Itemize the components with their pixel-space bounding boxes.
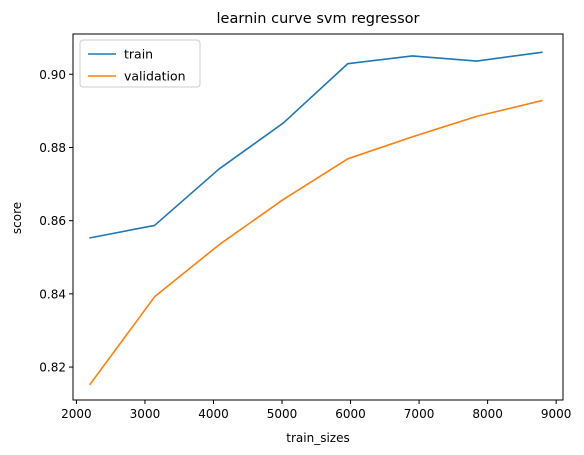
series-line-train [89, 51, 543, 239]
x-tick-label: 5000 [267, 407, 298, 421]
chart-title: learnin curve svm regressor [217, 11, 420, 27]
y-tick-label: 0.88 [39, 141, 66, 155]
x-tick-label: 8000 [472, 407, 503, 421]
legend-label-train: train [124, 47, 153, 62]
y-axis-label: score [10, 202, 24, 234]
x-tick-label: 3000 [130, 407, 161, 421]
x-tick-label: 7000 [404, 407, 435, 421]
y-tick-label: 0.82 [39, 361, 66, 375]
series-line-validation [89, 99, 543, 386]
x-tick-label: 4000 [198, 407, 229, 421]
y-tick-label: 0.86 [39, 214, 66, 228]
x-axis-label: train_sizes [286, 431, 349, 445]
x-tick-label: 6000 [335, 407, 366, 421]
y-tick-label: 0.90 [39, 68, 66, 82]
plot-area: 2000 3000 4000 5000 6000 7000 8000 9000 0.82 0.84… [39, 33, 572, 421]
x-tick-label: 9000 [541, 407, 572, 421]
x-tick-label: 2000 [61, 407, 92, 421]
y-tick-label: 0.84 [39, 287, 66, 301]
legend: train validation [79, 39, 201, 88]
plot-frame [72, 33, 564, 401]
legend-label-validation: validation [124, 69, 186, 84]
